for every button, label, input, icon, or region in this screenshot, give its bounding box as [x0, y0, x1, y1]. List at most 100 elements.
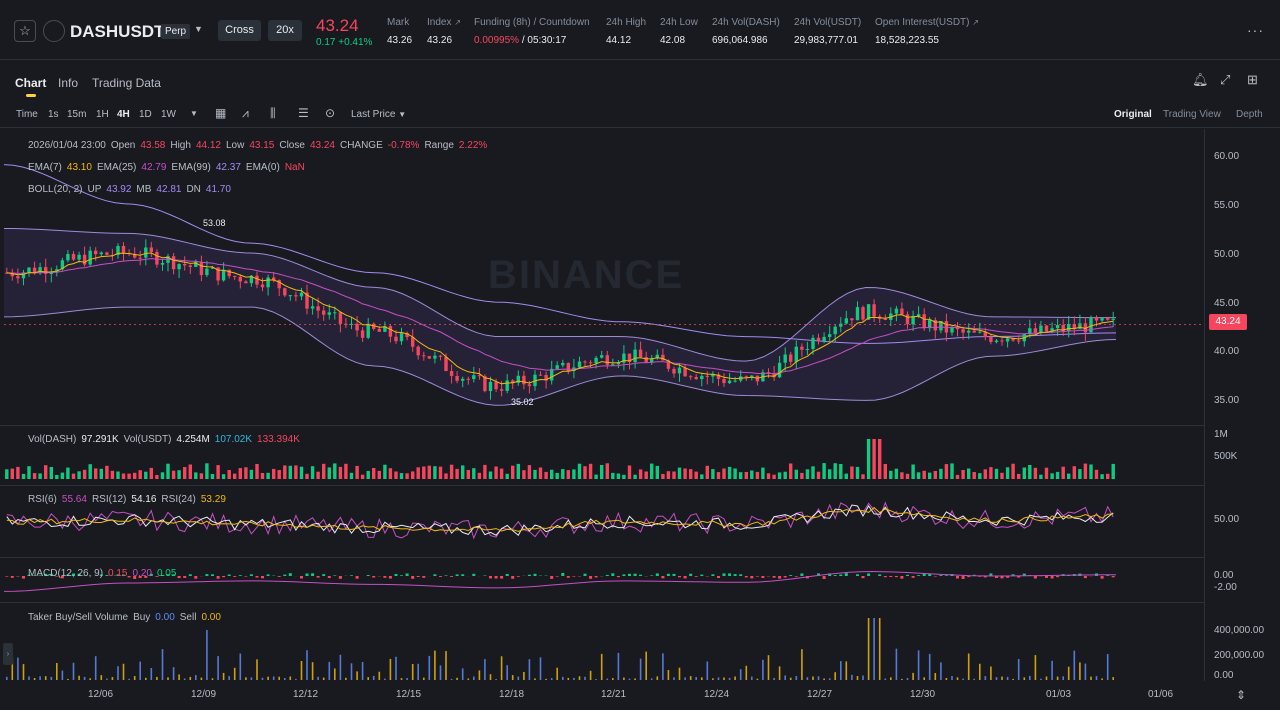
candle-body	[1028, 328, 1032, 335]
candle-body	[277, 280, 281, 289]
macd-bar	[856, 574, 859, 576]
pane-divider[interactable]	[0, 425, 1204, 426]
macd-bar	[1045, 576, 1048, 578]
macd-bar	[1033, 576, 1037, 579]
peak-low-label: 35.02	[511, 397, 534, 407]
taker-bar	[595, 679, 597, 680]
macd-bar	[183, 576, 187, 578]
macd-bar	[411, 576, 415, 579]
candle-body	[82, 254, 87, 265]
axis-divider	[1204, 129, 1205, 681]
view-original[interactable]: Original	[1114, 109, 1152, 120]
volume-bar	[322, 463, 326, 479]
taker-bar	[56, 663, 58, 680]
pane-divider[interactable]	[0, 557, 1204, 558]
candle-body	[933, 320, 937, 331]
calendar-icon[interactable]: ▦	[215, 106, 227, 120]
taker-bar	[928, 653, 931, 680]
pane-divider[interactable]	[0, 602, 1204, 603]
volume-bar	[794, 469, 798, 479]
more-options-icon[interactable]: ···	[1247, 22, 1264, 38]
macd-bar	[622, 574, 626, 576]
fullscreen-icon[interactable]: ⤢	[1220, 72, 1231, 87]
taker-bar	[61, 670, 64, 680]
candle-body	[811, 337, 815, 349]
volume-bar	[505, 473, 509, 479]
taker-bar	[1062, 676, 1064, 680]
indicator-icon[interactable]: ⩘	[242, 106, 249, 120]
candle-body	[21, 272, 26, 279]
taker-bar	[233, 667, 236, 680]
alert-bell-icon[interactable]: 🔔︎	[1192, 72, 1209, 87]
taker-bar	[211, 678, 214, 680]
volume-bar	[811, 466, 815, 479]
rsi-line	[6, 501, 1114, 540]
candle-body	[288, 295, 292, 297]
taker-bar	[556, 667, 558, 680]
layout-grid-icon[interactable]: ⊞	[1247, 72, 1258, 87]
candle-body	[789, 354, 793, 362]
margin-mode-button[interactable]: Cross	[218, 20, 261, 41]
candle-body	[911, 315, 915, 325]
timeframe-1d[interactable]: 1D	[139, 109, 152, 120]
chart-type-icon[interactable]: ⫼	[270, 106, 276, 120]
stat-index[interactable]: Index ↗ 43.26	[427, 17, 461, 46]
symbol-name[interactable]: DASHUSDT	[70, 22, 165, 41]
tab-trading-data[interactable]: Trading Data	[92, 76, 161, 90]
macd-bar	[750, 576, 754, 579]
volume-bar	[71, 473, 76, 479]
candle-body	[349, 323, 354, 325]
taker-bar	[751, 676, 753, 680]
timeframe-1s[interactable]: 1s	[48, 109, 59, 120]
macd-bar	[655, 573, 659, 576]
candle-body	[700, 375, 704, 380]
macd-bar	[561, 573, 565, 576]
volume-bar	[861, 474, 865, 479]
volume-bar	[1094, 469, 1099, 479]
volume-bar	[1055, 471, 1060, 479]
candle-body	[1061, 325, 1065, 331]
price-type-select[interactable]: Last Price ▼	[351, 109, 407, 120]
macd-bar	[939, 575, 943, 576]
tab-chart[interactable]: Chart	[15, 76, 47, 90]
favorite-star-icon[interactable]: ☆	[14, 20, 36, 42]
timeframe-chevron-down-icon[interactable]: ▼	[190, 109, 198, 118]
macd-bar	[983, 576, 987, 578]
candle-body	[1067, 324, 1071, 331]
timeframe-1h[interactable]: 1H	[96, 109, 109, 120]
view-depth[interactable]: Depth	[1236, 109, 1263, 120]
volume-axis-label: 500K	[1214, 451, 1238, 462]
candle-body	[455, 376, 459, 381]
volume-bar	[105, 465, 109, 479]
pane-divider[interactable]	[0, 485, 1204, 486]
scroll-left-icon[interactable]: ›	[3, 643, 13, 665]
timeframe-4h[interactable]: 4H	[117, 109, 130, 120]
taker-bar	[984, 676, 987, 680]
taker-bar	[1095, 676, 1098, 680]
timeframe-1w[interactable]: 1W	[161, 109, 176, 120]
taker-bar	[645, 651, 647, 680]
taker-bar	[111, 677, 114, 680]
tab-info[interactable]: Info	[58, 76, 79, 90]
date-label: 12/15	[396, 689, 422, 700]
settings-sliders-icon[interactable]: ☰	[298, 106, 309, 120]
reset-scale-icon[interactable]: ⇕	[1236, 688, 1247, 702]
stat-open-interest[interactable]: Open Interest(USDT) ↗ 18,528,223.55	[875, 17, 979, 46]
view-trading-view[interactable]: Trading View	[1163, 109, 1221, 120]
taker-bar	[300, 661, 303, 680]
candle-body	[638, 349, 643, 358]
macd-bar	[172, 574, 176, 576]
chart-svg[interactable]	[0, 129, 1204, 685]
volume-bar	[922, 470, 926, 479]
taker-bar	[372, 675, 375, 680]
chart-area[interactable]	[0, 129, 1280, 710]
taker-bar	[489, 674, 492, 680]
symbol-chevron-down-icon[interactable]: ▼	[194, 24, 203, 34]
drawing-tool-icon[interactable]: ⊙	[325, 106, 336, 120]
taker-bar	[239, 653, 242, 680]
timeframe-15m[interactable]: 15m	[67, 109, 87, 120]
macd-bar	[956, 576, 959, 579]
taker-bar	[851, 674, 853, 680]
macd-bar	[44, 573, 48, 576]
leverage-button[interactable]: 20x	[268, 20, 302, 41]
